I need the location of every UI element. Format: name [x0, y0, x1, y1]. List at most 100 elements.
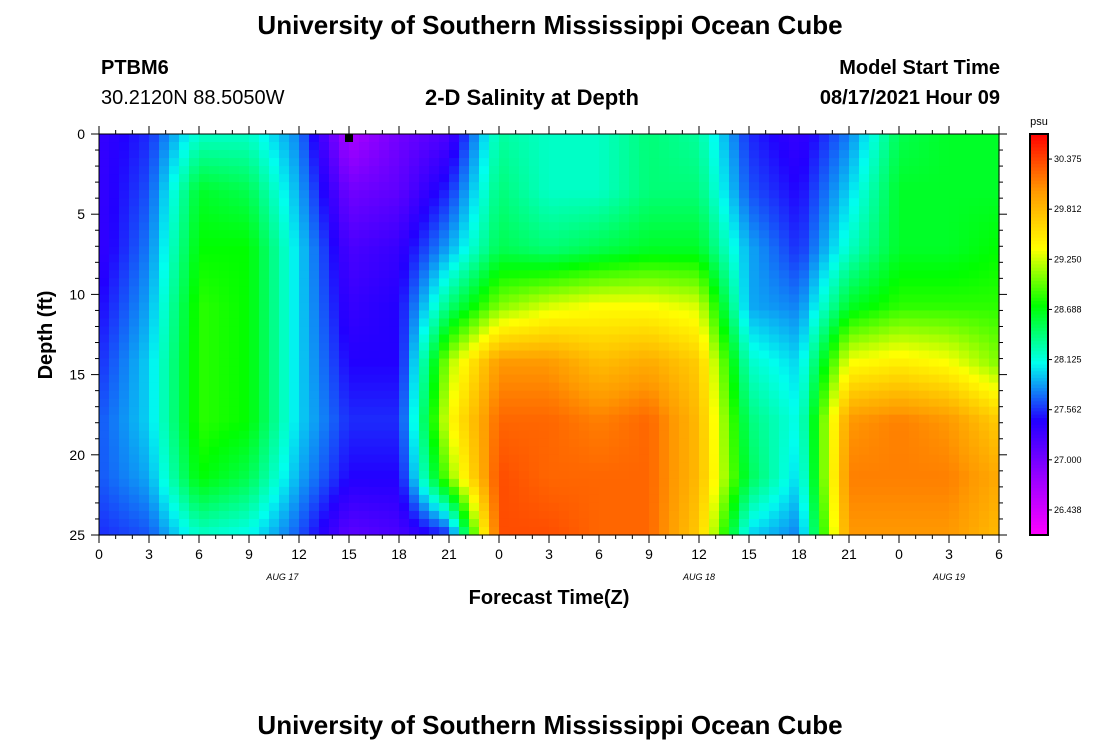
heatmap-cell [929, 214, 940, 223]
heatmap-cell [149, 366, 160, 376]
heatmap-cell [169, 414, 180, 424]
heatmap-cell [299, 350, 310, 360]
heatmap-cell [409, 262, 420, 271]
heatmap-cell [269, 326, 280, 336]
heatmap-cell [889, 366, 900, 376]
heatmap-cell [909, 438, 920, 448]
heatmap-cell [599, 166, 610, 175]
heatmap-cell [279, 422, 290, 432]
heatmap-cell [169, 286, 180, 295]
heatmap-cell [509, 246, 520, 255]
heatmap-cell [519, 222, 530, 231]
heatmap-cell [189, 278, 200, 287]
heatmap-cell [369, 438, 380, 448]
heatmap-cell [579, 366, 590, 376]
heatmap-cell [499, 174, 510, 183]
heatmap-cell [909, 222, 920, 231]
heatmap-cell [809, 198, 820, 207]
heatmap-cell [929, 526, 940, 536]
heatmap-cell [609, 478, 620, 488]
heatmap-cell [679, 414, 690, 424]
heatmap-cell [909, 230, 920, 239]
heatmap-cell [439, 150, 450, 159]
heatmap-cell [329, 190, 340, 199]
heatmap-cell [109, 430, 120, 440]
heatmap-cell [309, 150, 320, 159]
heatmap-cell [439, 326, 450, 336]
heatmap-cell [399, 406, 410, 416]
heatmap-cell [739, 366, 750, 376]
heatmap-cell [109, 142, 120, 151]
heatmap-cell [539, 398, 550, 408]
heatmap-cell [759, 414, 770, 424]
heatmap-cell [409, 438, 420, 448]
heatmap-cell [209, 190, 220, 199]
heatmap-cell [879, 374, 890, 384]
heatmap-cell [409, 446, 420, 456]
y-tick-label: 5 [77, 206, 85, 222]
heatmap-cell [579, 190, 590, 199]
colorbar-segment [1030, 150, 1048, 155]
heatmap-cell [989, 382, 1000, 392]
heatmap-cell [619, 302, 630, 312]
colorbar-segment [1030, 154, 1048, 158]
heatmap-cell [269, 470, 280, 480]
heatmap-cell [599, 334, 610, 344]
heatmap-cell [249, 214, 260, 223]
heatmap-cell [269, 198, 280, 207]
heatmap-cell [559, 286, 570, 295]
heatmap-cell [709, 382, 720, 392]
heatmap-cell [339, 262, 350, 271]
heatmap-cell [169, 438, 180, 448]
heatmap-cell [569, 406, 580, 416]
colorbar-segment [1030, 291, 1048, 295]
heatmap-cell [869, 222, 880, 231]
heatmap-cell [529, 502, 540, 512]
heatmap-cell [969, 342, 980, 352]
heatmap-cell [899, 526, 910, 536]
heatmap-cell [839, 430, 850, 440]
heatmap-cell [299, 174, 310, 183]
heatmap-cell [449, 438, 460, 448]
heatmap-cell [499, 206, 510, 215]
heatmap-cell [569, 254, 580, 263]
heatmap-cell [929, 502, 940, 512]
heatmap-cell [679, 134, 690, 143]
heatmap-cell [289, 270, 300, 279]
heatmap-cell [509, 358, 520, 368]
heatmap-cell [409, 518, 420, 528]
heatmap-cell [529, 374, 540, 384]
heatmap-cell [499, 134, 510, 143]
heatmap-cell [929, 158, 940, 167]
heatmap-cell [239, 254, 250, 263]
heatmap-cell [289, 134, 300, 143]
heatmap-cell [259, 182, 270, 191]
heatmap-cell [289, 158, 300, 167]
heatmap-cell [819, 246, 830, 255]
heatmap-cell [219, 406, 230, 416]
heatmap-cell [499, 430, 510, 440]
heatmap-cell [259, 398, 270, 408]
heatmap-cell [439, 358, 450, 368]
heatmap-cell [249, 334, 260, 344]
heatmap-cell [639, 414, 650, 424]
heatmap-cell [709, 278, 720, 287]
heatmap-cell [969, 374, 980, 384]
heatmap-cell [299, 454, 310, 464]
heatmap-cell [909, 414, 920, 424]
heatmap-cell [299, 334, 310, 344]
heatmap-cell [349, 142, 360, 151]
heatmap-cell [259, 510, 270, 520]
heatmap-cell [419, 310, 430, 320]
heatmap-cell [109, 518, 120, 528]
heatmap-cell [379, 294, 390, 304]
heatmap-cell [259, 454, 270, 464]
heatmap-cell [979, 294, 990, 304]
heatmap-cell [529, 198, 540, 207]
heatmap-cell [869, 358, 880, 368]
heatmap-cell [709, 270, 720, 279]
heatmap-cell [439, 238, 450, 247]
heatmap-cell [289, 294, 300, 304]
heatmap-cell [339, 454, 350, 464]
heatmap-cell [809, 494, 820, 504]
